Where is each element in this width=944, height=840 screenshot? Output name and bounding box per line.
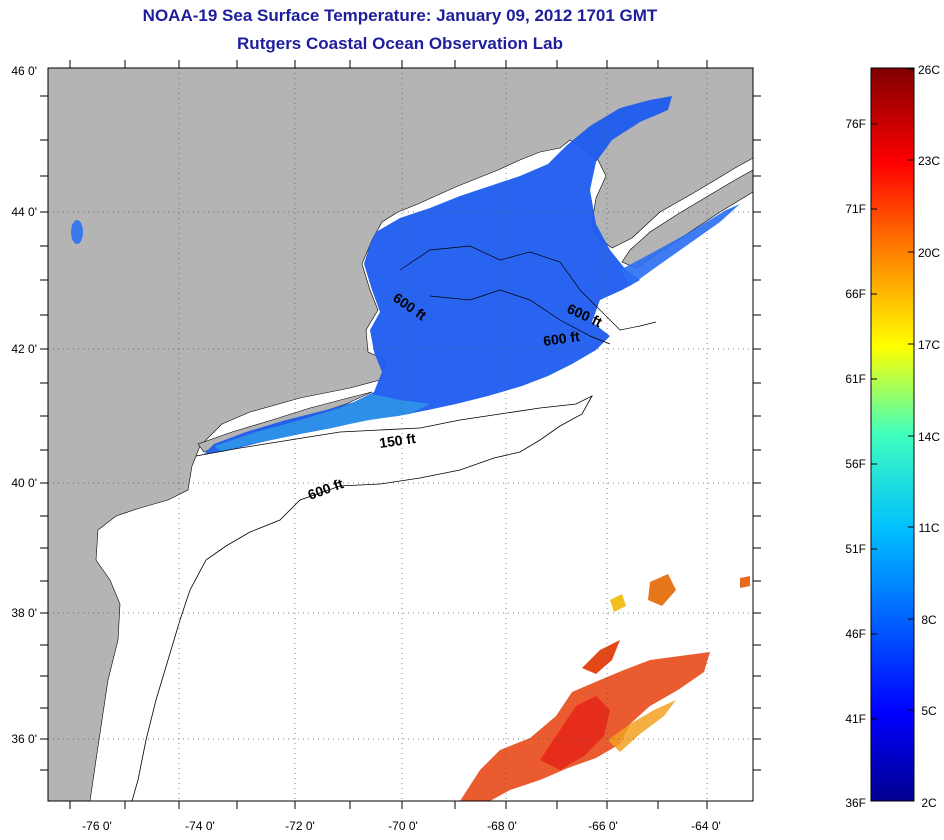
warm-water-core	[540, 696, 610, 770]
grid	[48, 68, 753, 801]
colorbar-f-label: 61F	[845, 372, 866, 386]
cold-water-shelf	[214, 394, 430, 452]
colorbar-c-label: 17C	[918, 338, 940, 352]
colorbar-c-label: 11C	[918, 521, 939, 535]
colorbar-c-label: 26C	[918, 63, 940, 77]
contour-600ft	[399, 245, 657, 345]
colorbar-f-label: 51F	[845, 542, 866, 556]
contour-label: 150 ft	[378, 430, 417, 451]
cold-water-region	[204, 96, 672, 454]
lon-label: -72 0'	[285, 819, 315, 833]
warm-water-fragment	[582, 640, 620, 674]
lat-label: 42 0'	[11, 342, 37, 356]
colorbar-f-label: 66F	[845, 287, 866, 301]
lat-label: 40 0'	[11, 476, 37, 490]
colorbar-c-label: 14C	[918, 430, 940, 444]
lat-label: 44 0'	[11, 205, 37, 219]
colorbar-f-label: 71F	[845, 202, 866, 216]
cold-water-nova	[620, 204, 740, 286]
colorbar-c-label: 23C	[918, 154, 940, 168]
warm-water-fragment	[648, 574, 676, 606]
lon-label: -74 0'	[185, 819, 215, 833]
lon-label: -64 0'	[691, 819, 721, 833]
colorbar-f-label: 36F	[845, 796, 866, 810]
colorbar	[870, 67, 915, 802]
colorbar-f-label: 56F	[845, 457, 866, 471]
lat-label: 36 0'	[11, 732, 37, 746]
colorbar-c-label: 20C	[918, 246, 940, 260]
lon-label: -66 0'	[588, 819, 618, 833]
map-title: NOAA-19 Sea Surface Temperature: January…	[142, 6, 658, 25]
nova-scotia	[621, 169, 753, 269]
colorbar-c-label: 5C	[921, 704, 937, 718]
lat-label: 46 0'	[11, 64, 37, 78]
contour-150ft	[131, 395, 593, 801]
lon-label: -76 0'	[82, 819, 112, 833]
lat-label: 38 0'	[11, 606, 37, 620]
warm-water-edge	[608, 700, 676, 752]
lon-label: -70 0'	[388, 819, 418, 833]
map-frame	[47, 67, 754, 802]
colorbar-ticks	[871, 68, 914, 720]
lon-label: -68 0'	[487, 819, 517, 833]
colorbar-f-label: 46F	[845, 627, 866, 641]
colorbar-c-label: 2C	[921, 796, 937, 810]
warm-water-fragment	[610, 594, 626, 612]
map-subtitle: Rutgers Coastal Ocean Observation Lab	[237, 34, 563, 53]
colorbar-f-label: 76F	[845, 117, 866, 131]
colorbar-f-label: 41F	[845, 712, 866, 726]
warm-water-fragment	[740, 576, 750, 588]
colorbar-c-label: 8C	[921, 613, 937, 627]
contour-label: 600 ft	[542, 328, 581, 349]
ticks	[40, 60, 761, 809]
cold-water-patch	[71, 220, 83, 244]
